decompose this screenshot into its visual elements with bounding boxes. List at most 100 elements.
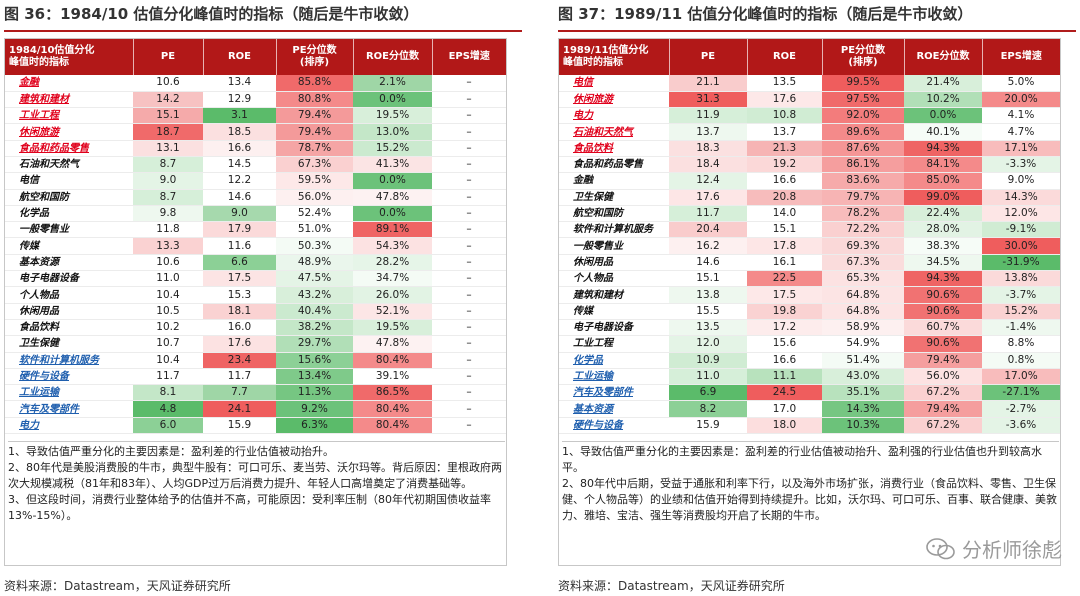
table-row: 卫生保健 17.6 20.8 79.7% 99.0% 14.3% <box>559 189 1060 206</box>
roe-percentile-cell: 10.2% <box>904 91 982 109</box>
table-row: 汽车及零部件 6.9 24.5 35.1% 67.2% -27.1% <box>559 384 1060 402</box>
right-figure-title: 图 37：1989/11 估值分化峰值时的指标（随后是牛市收敛） <box>558 5 973 23</box>
pe-cell: 9.0 <box>133 172 203 190</box>
roe-cell: 12.2 <box>203 172 276 190</box>
pe-cell: 10.2 <box>133 319 203 337</box>
roe-cell: 10.8 <box>747 107 822 125</box>
eps-growth-cell: – <box>432 400 506 418</box>
roe-cell: 23.4 <box>203 352 276 369</box>
industry-name: 食品和药品零售 <box>5 140 133 157</box>
roe-cell: 15.1 <box>747 221 822 239</box>
pe-percentile-cell: 11.3% <box>276 384 353 402</box>
pe-cell: 15.5 <box>669 303 747 320</box>
roe-percentile-cell: 13.0% <box>353 123 432 141</box>
eps-growth-cell: – <box>432 335 506 353</box>
roe-percentile-cell: 19.5% <box>353 319 432 337</box>
industry-name: 建筑和建材 <box>5 91 133 109</box>
roe-cell: 14.0 <box>747 205 822 223</box>
roe-cell: 24.1 <box>203 400 276 418</box>
eps-growth-cell: -3.6% <box>982 417 1060 435</box>
industry-name: 食品和药品零售 <box>559 156 669 174</box>
roe-cell: 17.9 <box>203 221 276 239</box>
pe-percentile-cell: 83.6% <box>822 172 904 190</box>
roe-cell: 16.6 <box>747 172 822 190</box>
pe-cell: 12.4 <box>669 172 747 190</box>
industry-name: 食品饮料 <box>559 140 669 157</box>
roe-percentile-cell: 21.4% <box>904 75 982 92</box>
eps-growth-cell: – <box>432 237 506 255</box>
roe-percentile-cell: 34.7% <box>353 270 432 288</box>
eps-growth-cell: – <box>432 205 506 223</box>
eps-growth-cell: -1.4% <box>982 319 1060 337</box>
industry-name: 航空和国防 <box>559 205 669 223</box>
roe-cell: 9.0 <box>203 205 276 223</box>
right-figure-panel: 图 37：1989/11 估值分化峰值时的指标（随后是牛市收敛） 1989/11… <box>558 0 1076 596</box>
roe-cell: 17.5 <box>203 270 276 288</box>
table-row: 硬件与设备 11.7 11.7 13.4% 39.1% – <box>5 368 506 386</box>
eps-growth-cell: – <box>432 270 506 288</box>
industry-name: 工业运输 <box>559 368 669 386</box>
table-row: 休闲用品 14.6 16.1 67.3% 34.5% -31.9% <box>559 254 1060 272</box>
roe-cell: 13.7 <box>747 123 822 141</box>
roe-percentile-cell: 26.0% <box>353 286 432 304</box>
pe-cell: 6.0 <box>133 417 203 435</box>
eps-growth-cell: -2.7% <box>982 400 1060 418</box>
pe-percentile-cell: 14.3% <box>822 400 904 418</box>
pe-percentile-cell: 85.8% <box>276 75 353 92</box>
eps-growth-cell: 17.0% <box>982 368 1060 386</box>
roe-percentile-cell: 67.2% <box>904 384 982 402</box>
left-data-table: 1984/10估值分化 峰值时的指标 PE ROE PE分位数 (排序) ROE分位数 EPS… <box>5 39 506 435</box>
pe-percentile-cell: 87.6% <box>822 140 904 157</box>
eps-growth-cell: 14.3% <box>982 189 1060 206</box>
roe-cell: 18.5 <box>203 123 276 141</box>
right-data-table: 1989/11估值分化 峰值时的指标 PE ROE PE分位数 (排序) ROE分位数 EPS… <box>559 39 1060 435</box>
pe-percentile-cell: 56.0% <box>276 189 353 206</box>
table-row: 食品和药品零售 13.1 16.6 78.7% 15.2% – <box>5 140 506 157</box>
table-row: 传媒 13.3 11.6 50.3% 54.3% – <box>5 237 506 255</box>
table-row: 电信 9.0 12.2 59.5% 0.0% – <box>5 172 506 190</box>
pe-percentile-cell: 99.5% <box>822 75 904 92</box>
roe-percentile-cell: 39.1% <box>353 368 432 386</box>
pe-cell: 14.6 <box>669 254 747 272</box>
roe-cell: 13.5 <box>747 75 822 92</box>
pe-cell: 13.7 <box>669 123 747 141</box>
roe-cell: 16.1 <box>747 254 822 272</box>
eps-growth-cell: -3.7% <box>982 286 1060 304</box>
pe-percentile-cell: 51.0% <box>276 221 353 239</box>
pe-percentile-cell: 10.3% <box>822 417 904 435</box>
table-row: 电子电器设备 13.5 17.2 58.9% 60.7% -1.4% <box>559 319 1060 337</box>
pe-percentile-cell: 69.3% <box>822 237 904 255</box>
pe-percentile-cell: 72.2% <box>822 221 904 239</box>
roe-cell: 17.0 <box>747 400 822 418</box>
eps-growth-cell: -3.3% <box>982 156 1060 174</box>
eps-growth-cell: -9.1% <box>982 221 1060 239</box>
column-header: EPS增速 <box>432 39 506 75</box>
eps-growth-cell: – <box>432 123 506 141</box>
column-header: EPS增速 <box>982 39 1060 75</box>
industry-name: 休闲用品 <box>559 254 669 272</box>
table-row: 建筑和建材 14.2 12.9 80.8% 0.0% – <box>5 91 506 109</box>
eps-growth-cell: 20.0% <box>982 91 1060 109</box>
roe-percentile-cell: 28.2% <box>353 254 432 272</box>
industry-name: 电信 <box>5 172 133 190</box>
roe-percentile-cell: 15.2% <box>353 140 432 157</box>
table-row: 食品和药品零售 18.4 19.2 86.1% 84.1% -3.3% <box>559 156 1060 174</box>
eps-growth-cell: – <box>432 156 506 174</box>
eps-growth-cell: – <box>432 172 506 190</box>
industry-name: 软件和计算机服务 <box>5 352 133 369</box>
table-row: 基本资源 10.6 6.6 48.9% 28.2% – <box>5 254 506 272</box>
table-row: 航空和国防 8.7 14.6 56.0% 47.8% – <box>5 189 506 206</box>
industry-name: 建筑和建材 <box>559 286 669 304</box>
note-paragraph: 2、80年代中后期，受益于通胀和利率下行，以及海外市场扩张，消费行业（食品饮料、… <box>562 477 1057 522</box>
roe-cell: 7.7 <box>203 384 276 402</box>
pe-percentile-cell: 13.4% <box>276 368 353 386</box>
table-row: 工业工程 15.1 3.1 79.4% 19.5% – <box>5 107 506 125</box>
pe-cell: 11.0 <box>133 270 203 288</box>
roe-cell: 6.6 <box>203 254 276 272</box>
eps-growth-cell: – <box>432 140 506 157</box>
pe-cell: 13.5 <box>669 319 747 337</box>
pe-cell: 13.8 <box>669 286 747 304</box>
roe-percentile-cell: 47.8% <box>353 335 432 353</box>
pe-percentile-cell: 48.9% <box>276 254 353 272</box>
industry-name: 一般零售业 <box>559 237 669 255</box>
